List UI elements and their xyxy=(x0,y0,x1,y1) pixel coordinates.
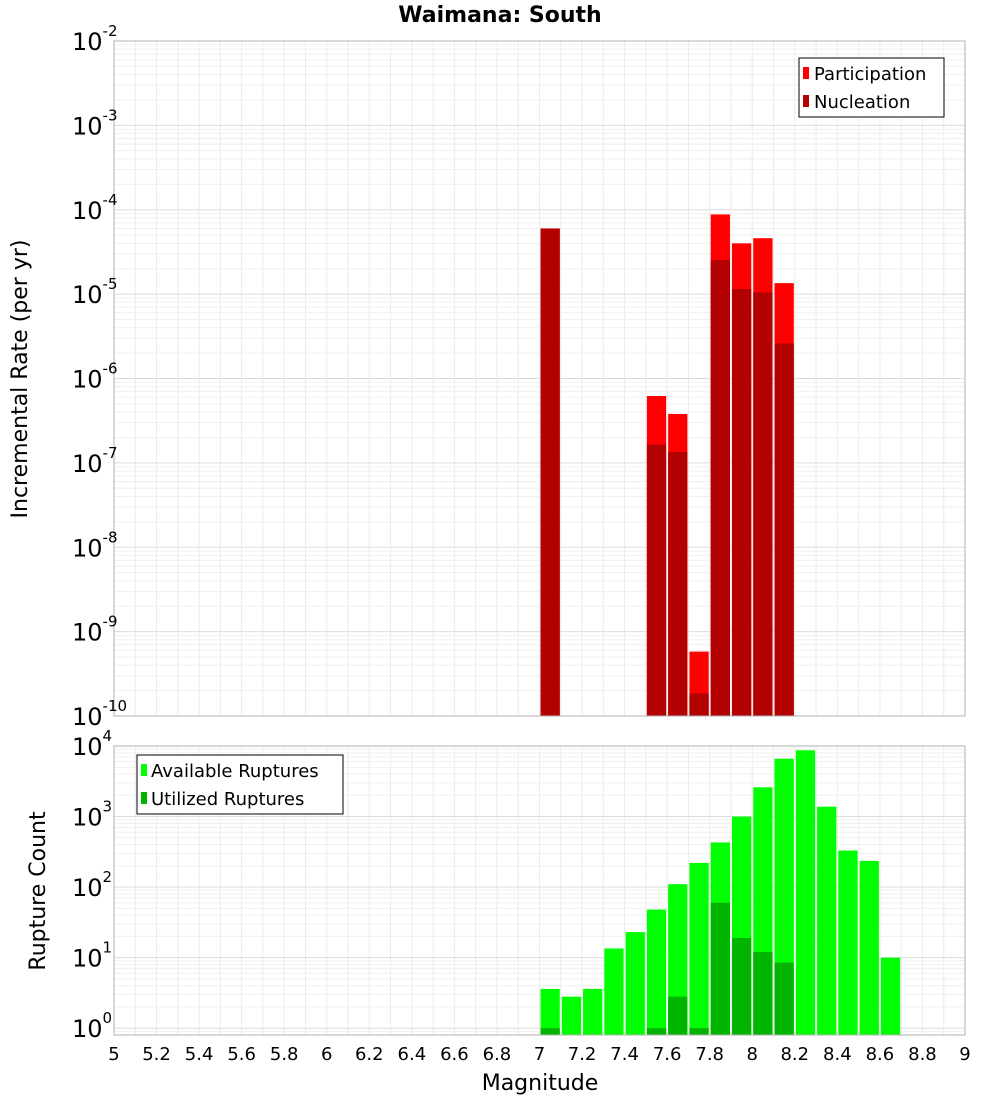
bottom-y-axis-label: Rupture Count xyxy=(26,811,51,971)
top-ytick-label: 10-9 xyxy=(72,613,118,647)
top-bar-nucleation xyxy=(753,292,773,716)
bottom-ytick-label: 100 xyxy=(72,1009,112,1043)
bottom-legend: Available Ruptures Utilized Ruptures xyxy=(136,754,344,815)
bottom-plot-border xyxy=(113,745,966,1036)
bottom-bar-utilized-ruptures xyxy=(753,952,773,1035)
xtick-label: 5.4 xyxy=(185,1044,214,1065)
bottom-bar-available-ruptures xyxy=(795,750,816,1035)
top-bar-nucleation xyxy=(731,289,752,716)
top-legend: Participation Nucleation xyxy=(798,57,945,118)
bottom-bar-available-ruptures xyxy=(604,948,624,1035)
bottom-xticks: 5 5.2 5.4 5.6 5.8 6 6.2 6.4 6.6 6.8 7 7.2 7.4 7.6 7.8 8… xyxy=(108,1044,970,1065)
xtick-label: 5.2 xyxy=(142,1044,171,1065)
bottom-bar-available-ruptures xyxy=(838,850,858,1035)
xtick-label: 8.4 xyxy=(823,1044,852,1065)
xtick-label: 6.8 xyxy=(483,1044,512,1065)
xtick-label: 8.2 xyxy=(780,1044,809,1065)
legend-label-participation: Participation xyxy=(814,64,926,85)
bottom-bar-utilized-ruptures xyxy=(668,996,688,1035)
bottom-ytick-label: 102 xyxy=(72,868,112,902)
xtick-label: 8.8 xyxy=(908,1044,937,1065)
legend-swatch-available xyxy=(141,764,147,776)
xtick-label: 7 xyxy=(534,1044,545,1065)
top-y-axis-label: Incremental Rate (per yr) xyxy=(8,240,33,519)
bottom-bar-utilized-ruptures xyxy=(731,937,752,1035)
bottom-bar-available-ruptures xyxy=(817,806,837,1035)
bottom-bar-available-ruptures xyxy=(880,957,901,1035)
top-bar-nucleation xyxy=(689,693,709,716)
top-bar-nucleation xyxy=(774,343,794,716)
bottom-yticks: 104 103 102 101 100 xyxy=(72,727,112,1043)
legend-label-available: Available Ruptures xyxy=(151,761,319,782)
legend-label-nucleation: Nucleation xyxy=(814,92,910,113)
legend-swatch-participation xyxy=(803,67,809,79)
xtick-label: 7.2 xyxy=(568,1044,597,1065)
top-bar-nucleation xyxy=(540,228,560,716)
bottom-ytick-label: 101 xyxy=(72,939,112,973)
chart-title: Waimana: South xyxy=(398,3,601,28)
bottom-bar-available-ruptures xyxy=(625,932,645,1035)
top-bars xyxy=(540,214,794,717)
top-bar-nucleation xyxy=(646,444,667,716)
xtick-label: 5 xyxy=(108,1044,119,1065)
xtick-label: 6.6 xyxy=(440,1044,469,1065)
top-ytick-label: 10-3 xyxy=(72,106,118,140)
top-ytick-label: 10-10 xyxy=(72,697,127,731)
x-axis-label: Magnitude xyxy=(482,1071,599,1096)
top-grid xyxy=(113,40,966,717)
top-bar-nucleation xyxy=(710,259,730,716)
xtick-label: 8 xyxy=(747,1044,758,1065)
xtick-label: 5.8 xyxy=(270,1044,299,1065)
bottom-bar-utilized-ruptures xyxy=(774,962,794,1035)
bottom-bar-utilized-ruptures xyxy=(689,1028,709,1035)
xtick-label: 8.6 xyxy=(866,1044,895,1065)
legend-swatch-utilized xyxy=(141,792,147,804)
bottom-bar-utilized-ruptures xyxy=(646,1028,667,1035)
bottom-bar-available-ruptures xyxy=(646,909,667,1035)
xtick-label: 5.6 xyxy=(227,1044,256,1065)
xtick-label: 9 xyxy=(959,1044,970,1065)
top-ytick-label: 10-7 xyxy=(72,444,118,478)
top-ytick-label: 10-2 xyxy=(72,22,118,56)
bottom-bar-available-ruptures xyxy=(689,862,709,1035)
bottom-bar-available-ruptures xyxy=(583,988,603,1035)
top-legend-box xyxy=(798,57,945,118)
bottom-bar-utilized-ruptures xyxy=(540,1028,560,1035)
top-ytick-label: 10-8 xyxy=(72,528,118,562)
top-bar-nucleation xyxy=(668,451,688,716)
top-panel: 10-2 10-3 10-4 10-5 10-6 10-7 10-8 10-9 10-10 In… xyxy=(8,22,966,731)
bottom-panel: 104 103 102 101 100 5 5.2 5.4 5.6 5.8 6 6.2 6.4 6.6 6… xyxy=(26,727,971,1096)
bottom-ytick-label: 103 xyxy=(72,798,112,832)
bottom-ytick-label: 104 xyxy=(72,727,112,761)
xtick-label: 6.2 xyxy=(355,1044,384,1065)
xtick-label: 7.8 xyxy=(695,1044,724,1065)
xtick-label: 6 xyxy=(321,1044,332,1065)
top-plot-border xyxy=(113,40,966,717)
legend-swatch-nucleation xyxy=(803,95,809,107)
bottom-bars xyxy=(540,750,901,1035)
bottom-bar-available-ruptures xyxy=(561,996,582,1035)
bottom-bar-available-ruptures xyxy=(859,860,879,1035)
bottom-legend-box xyxy=(136,754,344,815)
xtick-label: 6.4 xyxy=(398,1044,427,1065)
bottom-bar-available-ruptures xyxy=(540,988,560,1035)
top-ytick-label: 10-4 xyxy=(72,191,118,225)
xtick-label: 7.4 xyxy=(610,1044,639,1065)
top-yticks: 10-2 10-3 10-4 10-5 10-6 10-7 10-8 10-9 10-10 xyxy=(72,22,127,731)
top-ytick-label: 10-5 xyxy=(72,275,118,309)
xtick-label: 7.6 xyxy=(653,1044,682,1065)
top-ytick-label: 10-6 xyxy=(72,360,118,394)
bottom-bar-utilized-ruptures xyxy=(710,902,730,1035)
legend-label-utilized: Utilized Ruptures xyxy=(151,789,304,810)
